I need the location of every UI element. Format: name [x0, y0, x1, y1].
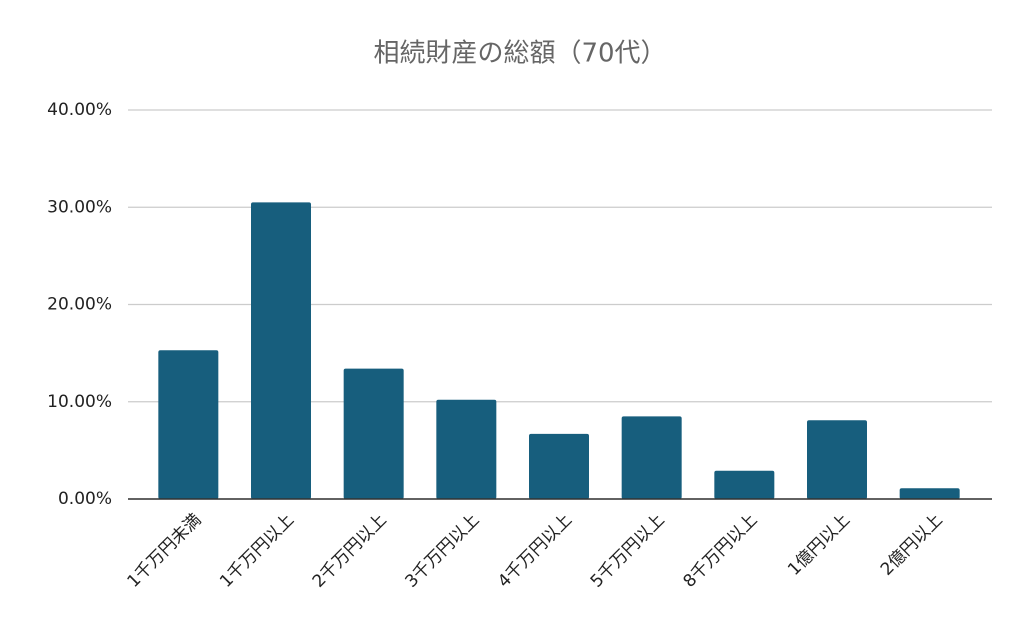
chart-title: 相続財産の総額（70代） — [373, 39, 666, 69]
bar — [158, 350, 219, 499]
x-tick-label: 2億円以上 — [877, 510, 947, 580]
bar — [621, 416, 682, 499]
x-tick-label: 5千万円以上 — [587, 510, 669, 592]
x-tick-label: 1千万円未満 — [124, 510, 206, 592]
bar — [436, 399, 497, 499]
bar — [714, 470, 775, 499]
x-tick-label: 3千万円以上 — [402, 510, 484, 592]
y-tick-label: 40.00% — [47, 100, 112, 120]
y-tick-label: 0.00% — [58, 489, 112, 509]
bar — [807, 420, 867, 499]
y-tick-label: 20.00% — [47, 295, 112, 315]
bar — [251, 202, 311, 499]
x-tick-label: 1千万円以上 — [216, 510, 298, 592]
x-tick-label: 2千万円以上 — [309, 510, 391, 592]
bar — [529, 433, 589, 499]
x-tick-label: 4千万円以上 — [494, 510, 576, 592]
x-tick-label: 1億円以上 — [784, 510, 854, 580]
bar — [343, 368, 404, 499]
y-tick-label: 30.00% — [47, 197, 112, 217]
bar — [899, 488, 960, 499]
x-tick-label: 8千万円以上 — [680, 510, 762, 592]
y-tick-label: 10.00% — [47, 392, 112, 412]
